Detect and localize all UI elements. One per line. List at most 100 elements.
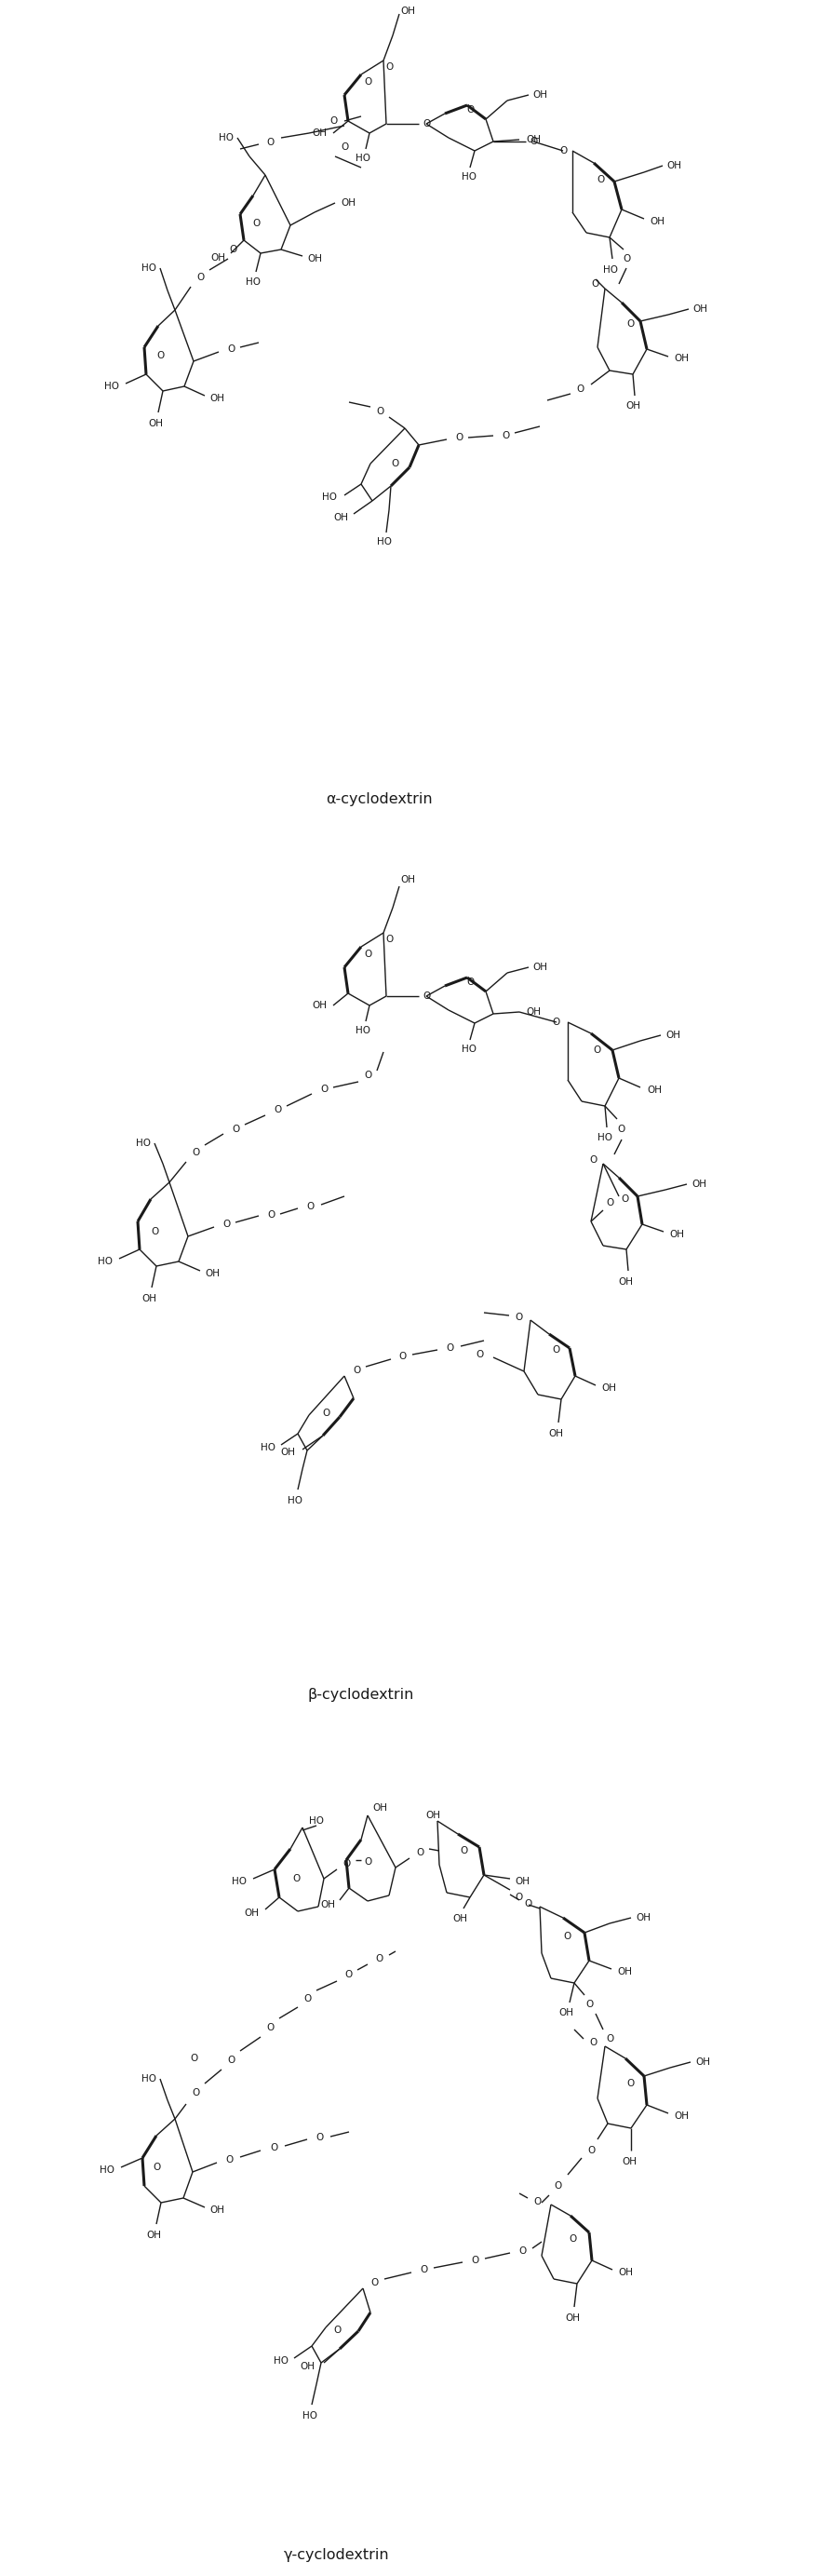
Text: O: O (190, 2053, 197, 2063)
Text: O: O (590, 2038, 598, 2048)
Text: O: O (229, 245, 237, 255)
Text: γ-cyclodextrin: γ-cyclodextrin (284, 2548, 390, 2563)
Text: O: O (529, 137, 537, 147)
Text: O: O (306, 1203, 314, 1211)
Text: O: O (471, 2257, 478, 2264)
Text: O: O (376, 407, 383, 417)
Text: O: O (292, 1875, 300, 1883)
Text: HO: HO (104, 381, 119, 392)
Text: O: O (267, 1211, 274, 1218)
Text: OH: OH (665, 1030, 681, 1041)
Text: O: O (563, 1932, 572, 1942)
Text: O: O (320, 1084, 328, 1095)
Text: O: O (419, 2264, 428, 2275)
Text: O: O (518, 2246, 526, 2257)
Text: O: O (322, 1409, 329, 1417)
Text: O: O (227, 2056, 235, 2066)
Text: OH: OH (400, 8, 415, 15)
Text: HO: HO (260, 1443, 275, 1453)
Text: O: O (385, 62, 393, 72)
Text: O: O (364, 77, 372, 88)
Text: O: O (269, 2143, 278, 2154)
Text: O: O (227, 345, 235, 353)
Text: OH: OH (210, 394, 224, 402)
Text: α-cyclodextrin: α-cyclodextrin (326, 791, 432, 806)
Text: OH: OH (341, 198, 355, 209)
Text: O: O (466, 106, 474, 113)
Text: O: O (364, 1072, 372, 1079)
Text: O: O (156, 350, 164, 361)
Text: O: O (252, 219, 260, 229)
Text: OH: OH (333, 513, 348, 523)
Text: O: O (597, 175, 605, 185)
Text: HO: HO (142, 2074, 156, 2084)
Text: HO: HO (142, 263, 156, 273)
Text: O: O (627, 2079, 634, 2089)
Text: OH: OH (667, 162, 681, 170)
Text: OH: OH (618, 2267, 633, 2277)
Text: O: O (385, 935, 393, 943)
Text: O: O (266, 137, 274, 147)
Text: O: O (375, 1955, 382, 1963)
Text: OH: OH (300, 2362, 314, 2370)
Text: O: O (515, 1893, 523, 1901)
Text: O: O (342, 1860, 350, 1868)
Text: OH: OH (514, 1878, 530, 1886)
Text: O: O (232, 1126, 239, 1133)
Text: O: O (568, 2233, 577, 2244)
Text: HO: HO (462, 1043, 477, 1054)
Text: O: O (617, 1126, 625, 1133)
Text: O: O (627, 319, 635, 330)
Text: OH: OH (526, 134, 541, 144)
Text: OH: OH (622, 2156, 636, 2166)
Text: OH: OH (205, 1270, 219, 1278)
Text: OH: OH (636, 1914, 650, 1922)
Text: O: O (501, 430, 509, 440)
Text: O: O (315, 2133, 323, 2143)
Text: O: O (341, 142, 348, 152)
Text: HO: HO (322, 492, 337, 502)
Text: O: O (459, 1847, 468, 1855)
Text: O: O (266, 2022, 274, 2032)
Text: O: O (222, 1218, 230, 1229)
Text: O: O (455, 433, 463, 443)
Text: O: O (353, 1365, 360, 1376)
Text: OH: OH (548, 1430, 563, 1437)
Text: OH: OH (425, 1811, 441, 1821)
Text: O: O (514, 1314, 523, 1321)
Text: HO: HO (462, 173, 477, 180)
Text: OH: OH (148, 420, 163, 428)
Text: O: O (446, 1345, 454, 1352)
Text: O: O (274, 1105, 281, 1115)
Text: O: O (594, 1046, 601, 1054)
Text: HO: HO (274, 2357, 288, 2365)
Text: O: O (329, 116, 337, 126)
Text: O: O (553, 1018, 560, 1028)
Text: HO: HO (219, 134, 233, 142)
Text: O: O (554, 2182, 563, 2190)
Text: OH: OH (244, 1909, 259, 1917)
Text: O: O (192, 1149, 199, 1157)
Text: OH: OH (691, 1180, 706, 1190)
Text: OH: OH (565, 2313, 580, 2324)
Text: β-cyclodextrin: β-cyclodextrin (307, 1687, 414, 1700)
Text: O: O (559, 147, 567, 155)
Text: O: O (592, 278, 600, 289)
Text: O: O (590, 1157, 598, 1164)
Text: O: O (553, 1345, 560, 1355)
Text: HO: HO (97, 1257, 113, 1267)
Text: HO: HO (603, 265, 618, 276)
Text: OH: OH (280, 1448, 295, 1458)
Text: OH: OH (312, 129, 327, 137)
Text: OH: OH (452, 1914, 467, 1924)
Text: HO: HO (309, 1816, 324, 1826)
Text: HO: HO (136, 1139, 151, 1149)
Text: O: O (622, 1195, 629, 1203)
Text: OH: OH (532, 90, 547, 100)
Text: OH: OH (532, 963, 547, 971)
Text: OH: OH (312, 1002, 327, 1010)
Text: HO: HO (598, 1133, 613, 1141)
Text: OH: OH (146, 2231, 161, 2241)
Text: OH: OH (526, 1007, 541, 1018)
Text: OH: OH (695, 2058, 710, 2066)
